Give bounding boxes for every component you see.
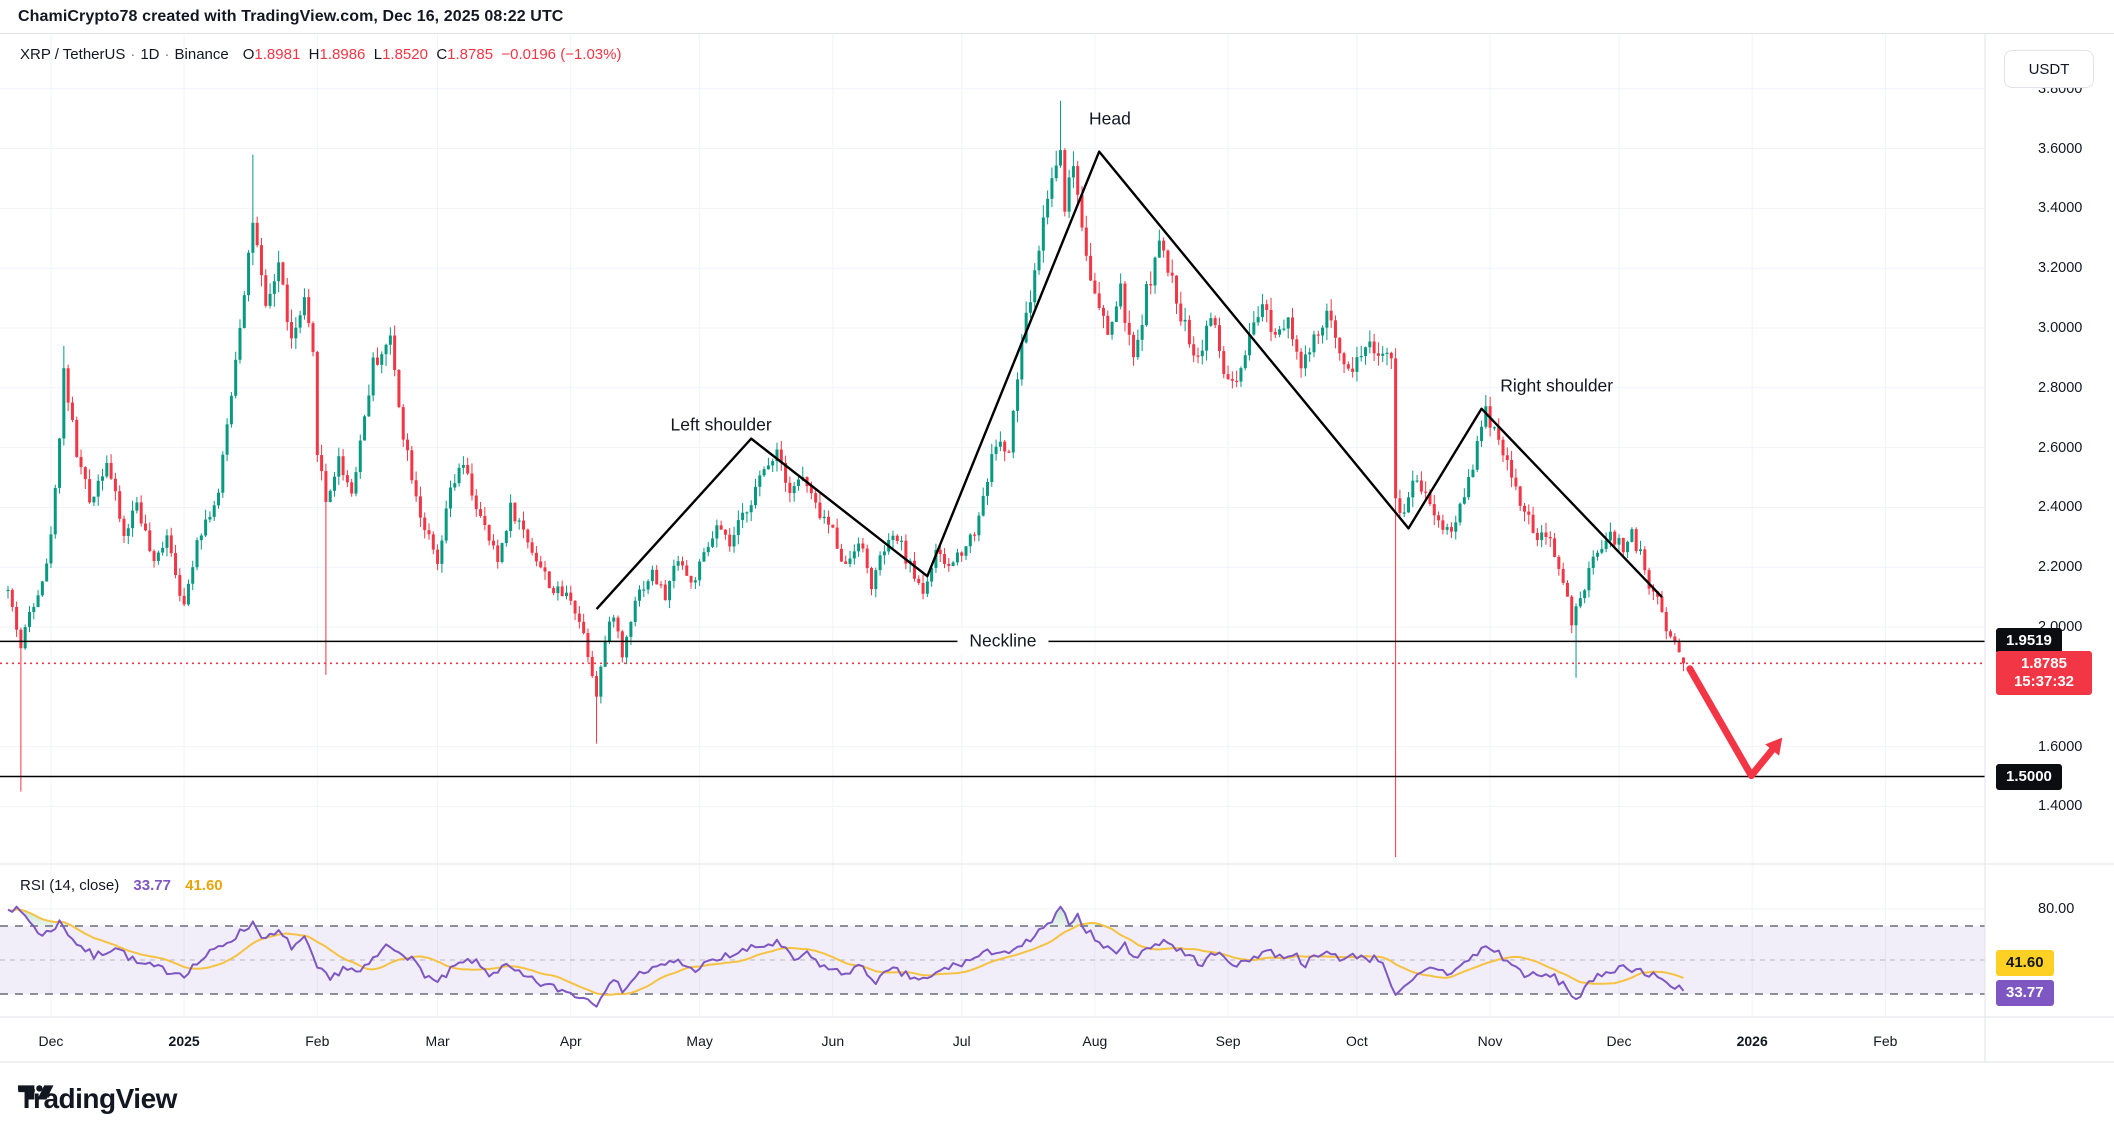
low-label: L <box>373 46 383 63</box>
time-tick-label: Feb <box>305 1033 330 1049</box>
head-and-shoulders-zigzag[interactable] <box>595 150 1663 610</box>
time-tick-label: Nov <box>1477 1033 1503 1049</box>
rsi-value-badge: 33.77 <box>1996 979 2054 1006</box>
neckline-price-badge: 1.9519 <box>1996 628 2062 655</box>
drawn-levels[interactable] <box>0 640 1985 778</box>
last-price-countdown-badge: 1.8785 15:37:32 <box>1996 651 2092 696</box>
tradingview-logo-link[interactable]: TradingView <box>18 1083 177 1115</box>
time-tick-label: Mar <box>425 1033 450 1049</box>
low-value: 1.8520 <box>382 46 428 63</box>
neckline-label[interactable]: Neckline <box>957 628 1049 654</box>
time-tick-label: Dec <box>38 1033 64 1049</box>
price-tick-label: 2.8000 <box>2038 379 2083 396</box>
price-tick-label: 2.4000 <box>2038 499 2083 516</box>
time-tick-label: Aug <box>1082 1033 1108 1049</box>
time-tick-label: Jul <box>952 1033 971 1049</box>
price-tick-label: 2.6000 <box>2038 439 2083 456</box>
currency-toggle-button[interactable]: USDT <box>2004 50 2094 88</box>
last-price-value: 1.8785 <box>2021 655 2067 673</box>
price-tick-label: 3.2000 <box>2038 260 2083 277</box>
high-label: H <box>308 46 320 63</box>
bar-countdown: 15:37:32 <box>2013 673 2075 691</box>
rsi-ma-badge: 41.60 <box>1996 950 2054 977</box>
support-price-badge: 1.5000 <box>1996 763 2062 790</box>
time-tick-label: Feb <box>1873 1033 1898 1049</box>
close-label: C <box>436 46 448 63</box>
close-value: 1.8785 <box>447 46 494 63</box>
rsi-legend: RSI (14, close) 33.77 41.60 <box>20 877 223 894</box>
symbol-name[interactable]: XRP / TetherUS <box>20 46 126 63</box>
chart-widget: XRP / TetherUS · 1D · Binance O1.8981 H1.8986… <box>0 33 2114 1063</box>
time-tick-label: Oct <box>1346 1033 1368 1049</box>
rsi-title[interactable]: RSI <box>20 877 46 894</box>
high-value: 1.8986 <box>319 46 366 63</box>
interval[interactable]: 1D <box>140 46 160 63</box>
change-value: −0.0196 (−1.03%) <box>501 46 622 63</box>
time-tick-label: Jun <box>821 1033 845 1049</box>
price-tick-label: 2.2000 <box>2038 559 2083 576</box>
rsi-ma-value: 41.60 <box>185 877 223 894</box>
tradingview-logo-icon <box>18 1085 54 1100</box>
legend-separator: · <box>164 46 170 63</box>
price-tick-label: 3.4000 <box>2038 200 2083 217</box>
legend-separator: · <box>130 46 136 63</box>
right-shoulder-label[interactable]: Right shoulder <box>1500 375 1614 396</box>
price-tick-label: 1.6000 <box>2038 738 2083 755</box>
credit-line: ChamiCrypto78 created with TradingView.c… <box>18 8 564 25</box>
left-shoulder-label[interactable]: Left shoulder <box>670 414 772 435</box>
time-axis[interactable] <box>0 1017 1985 1063</box>
candles <box>6 100 1685 858</box>
projection-arrow[interactable] <box>1686 665 1776 780</box>
symbol-legend: XRP / TetherUS · 1D · Binance O1.8981 H1.8986… <box>20 46 621 63</box>
rsi-ma-line <box>7 908 1684 996</box>
open-label: O <box>242 46 255 63</box>
time-tick-label: 2026 <box>1736 1033 1768 1049</box>
time-tick-label: Apr <box>559 1033 582 1049</box>
pane-borders <box>0 34 2114 1063</box>
rsi-level-label: 80.00 <box>2038 901 2075 917</box>
rsi-line <box>7 905 1685 1008</box>
rsi-value: 33.77 <box>133 877 171 894</box>
price-tick-label: 3.0000 <box>2038 320 2083 336</box>
price-tick-label: 3.6000 <box>2038 140 2083 157</box>
projection-arrow-head <box>1765 737 1783 756</box>
time-tick-label: 2025 <box>168 1033 200 1049</box>
head-label[interactable]: Head <box>1089 108 1131 129</box>
gridlines <box>0 34 1985 1017</box>
price-axis[interactable] <box>1985 34 2114 1017</box>
time-tick-label: Dec <box>1606 1033 1632 1049</box>
open-value: 1.8981 <box>254 46 301 63</box>
rsi-params: (14, close) <box>49 877 120 894</box>
time-tick-label: May <box>686 1033 713 1049</box>
exchange: Binance <box>174 46 229 63</box>
rsi-pane[interactable] <box>0 905 1985 1008</box>
chart-canvas[interactable] <box>0 34 2114 1063</box>
time-tick-label: Sep <box>1215 1033 1241 1049</box>
price-tick-label: 1.4000 <box>2038 798 2083 815</box>
